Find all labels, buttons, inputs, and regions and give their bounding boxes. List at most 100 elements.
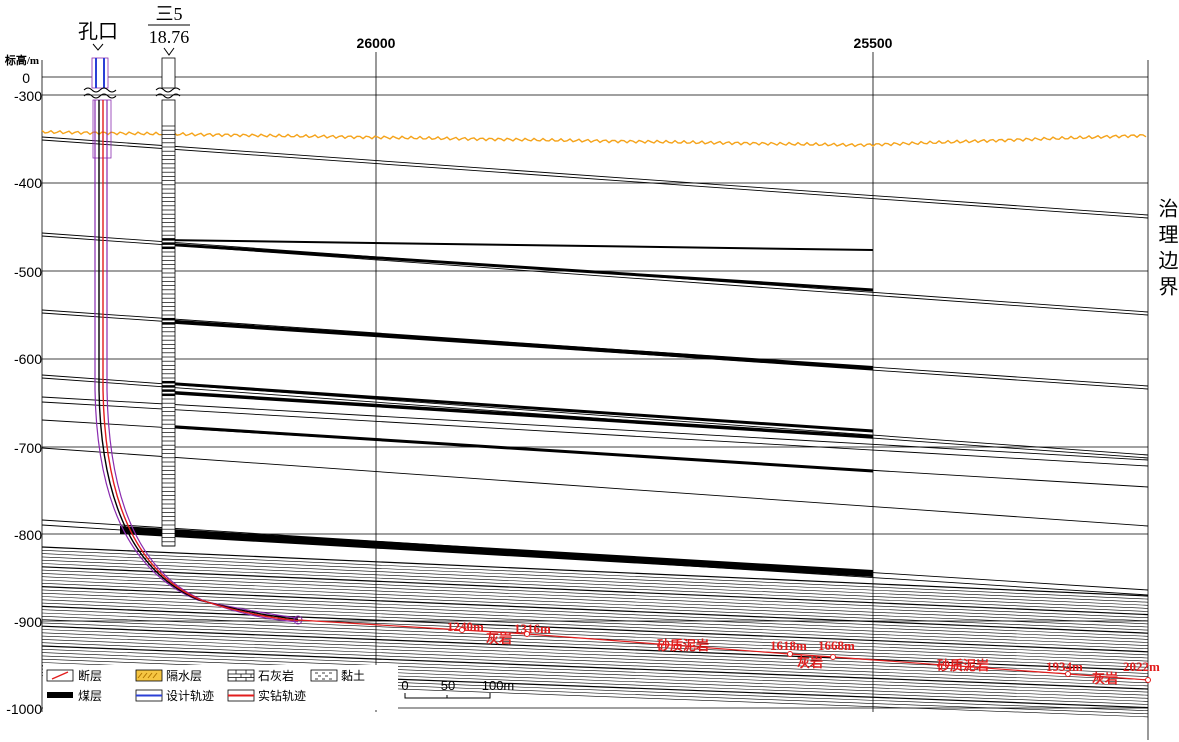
elevation-tick-900: -900: [14, 614, 42, 630]
coal-seam-4: [161, 390, 874, 439]
limestone-bedding-line: [41, 645, 1149, 690]
legend-item-actual-trajectory: 实钻轨迹: [227, 688, 306, 703]
aquiclude-layer: [41, 129, 1147, 148]
elevation-tick-800: -800: [14, 527, 42, 543]
limestone-bedding-line: [41, 639, 1149, 684]
elevation-tick-600: -600: [14, 351, 42, 367]
coal-seam-0: [161, 239, 874, 251]
elevation-tick-300: -300: [14, 88, 42, 104]
annotation-depth-1240: 1240m: [447, 619, 484, 634]
limestone-bedding-line: [41, 566, 1149, 616]
legend-item-clay: 黏土: [310, 669, 365, 683]
annotation-group: 1240m 1316m 灰岩 砂质泥岩 1618m 1668m 灰岩 砂质泥岩 …: [447, 619, 1160, 686]
elevation-tick-1000: -1000: [6, 701, 42, 717]
limestone-bedding-line: [41, 556, 1149, 606]
legend-item-design-trajectory: 设计轨迹: [135, 689, 214, 703]
scale-bar-label-50: 50: [441, 678, 455, 693]
fault-icon: [51, 671, 69, 680]
limestone-bedding-line: [41, 592, 1149, 640]
limestone-bedding-line: [41, 632, 1149, 677]
limestone-bedding-line: [41, 619, 1149, 665]
well-outline-left: [94, 100, 299, 619]
aquiclude-symbol: [135, 669, 163, 682]
stratum-line-11: [41, 447, 1149, 527]
elevation-axis-title: 标高/m: [4, 53, 39, 67]
coal-seam-5: [161, 424, 874, 473]
design-trajectory-line: [98, 100, 299, 621]
legend-background: [43, 665, 398, 710]
coal-seam-2: [161, 319, 874, 370]
limestone-bedding-line: [41, 652, 1149, 696]
well-casing-top: [91, 57, 109, 89]
limestone-bedding-line: [41, 602, 1149, 649]
borehole-column: [155, 57, 181, 547]
annotation-marker-1: [524, 631, 530, 637]
limestone-bedding-line: [41, 605, 1149, 653]
limestone-bedding-line: [41, 563, 1149, 612]
annotation-depth-2022: 2022m: [1123, 659, 1160, 674]
coal-seam-symbol: [47, 692, 73, 698]
annotation-depth-1668: 1668m: [818, 638, 855, 653]
legend-label-coal-seam: 煤层: [78, 689, 102, 703]
annotation-limestone-3: 灰岩: [1092, 671, 1118, 686]
well-head-label: 孔口: [78, 20, 118, 43]
annotation-sandy-mudstone-1: 砂质泥岩: [656, 638, 709, 653]
limestone-brick-icon: [228, 670, 254, 681]
legend-label-aquiclude: 隔水层: [166, 669, 202, 683]
legend-label-actual-trajectory: 实钻轨迹: [258, 688, 306, 703]
scale-bar: 0 50 100m: [401, 678, 515, 699]
legend-label-design-trajectory: 设计轨迹: [166, 689, 214, 703]
borehole-column-top: [161, 57, 176, 89]
strata-lines: [41, 136, 1149, 596]
legend-label-clay: 黏土: [341, 669, 365, 683]
borehole-pointer: [163, 47, 175, 56]
limestone-bedding-line: [41, 612, 1149, 659]
clay-symbol: [310, 669, 338, 682]
well-casing-intermediate: [92, 99, 112, 159]
coal-seam-3: [161, 381, 874, 433]
annotation-marker-0: [459, 627, 465, 633]
elevation-tick-500: -500: [14, 264, 42, 280]
coordinate-tick-26000: 26000: [357, 35, 396, 51]
annotation-depth-1618: 1618m: [770, 638, 807, 653]
limestone-bedding-line: [41, 589, 1149, 637]
limestone-bedding-line: [41, 642, 1149, 687]
annotation-sandy-mudstone-2: 砂质泥岩: [936, 658, 989, 673]
limestone-bedding-line: [41, 546, 1149, 597]
coordinate-tick-25500: 25500: [854, 35, 893, 51]
coal-seam-main: [120, 526, 873, 577]
limestone-bedding-line: [41, 635, 1149, 680]
limestone-bedding-line: [41, 625, 1149, 671]
boundary-label: 治理边界: [1155, 198, 1178, 302]
limestone-bedding-line: [41, 569, 1149, 618]
well-break-symbol: [83, 87, 117, 99]
annotation-marker-2: [787, 651, 793, 657]
coal-seams: [120, 239, 874, 577]
legend-item-aquiclude: 隔水层: [135, 669, 202, 683]
well-head-pointer: [92, 43, 104, 51]
annotation-limestone-2: 灰岩: [797, 655, 823, 670]
annotation-limestone-1: 灰岩: [486, 631, 512, 646]
annotation-marker-4: [1065, 671, 1071, 677]
legend-item-limestone: 石灰岩: [227, 668, 294, 683]
stratum-line-9: [41, 401, 1149, 467]
limestone-bedding-line: [41, 596, 1149, 643]
limestone-bedding-line: [41, 576, 1149, 625]
limestone-bedding-line: [41, 583, 1149, 631]
borehole-break-symbol: [155, 87, 181, 99]
limestone-bedding-line: [41, 649, 1149, 693]
annotation-marker-3: [830, 654, 836, 660]
scale-bar-label-100: 100m: [482, 678, 515, 693]
limestone-bedding-line: [41, 559, 1149, 609]
legend-item-fault: 断层: [46, 668, 102, 683]
limestone-bedding-line: [41, 609, 1149, 656]
annotation-marker-5: [1145, 677, 1151, 683]
legend-item-coal-seam: 煤层: [47, 689, 102, 703]
elevation-tick-0: 0: [22, 70, 30, 86]
legend: 断层 隔水层 石灰岩 黏土 煤层 设计轨迹: [43, 665, 398, 710]
scale-bar-line: [404, 693, 491, 699]
aquiclude-hatch-icon: [137, 672, 158, 679]
actual-trajectory-line: [102, 100, 299, 622]
well-outline-right: [106, 100, 299, 623]
